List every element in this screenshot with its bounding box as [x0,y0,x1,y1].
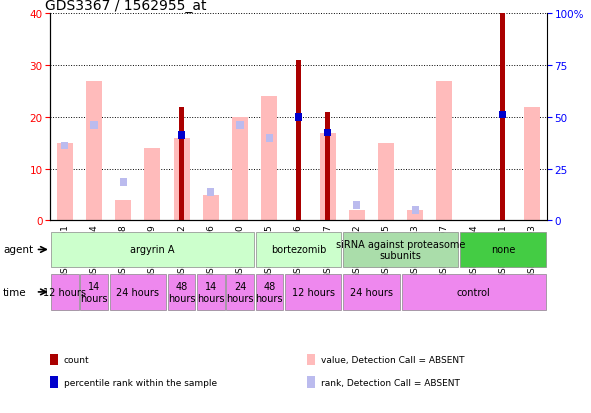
Bar [407,211,423,221]
Bar [178,132,185,140]
Text: 48
hours: 48 hours [255,281,283,303]
Bar [178,132,185,140]
Bar [343,233,458,267]
Bar [436,81,453,221]
Bar [115,200,131,221]
Text: control: control [457,287,491,297]
Bar [174,138,190,221]
Bar [524,107,540,221]
Bar [353,202,361,209]
Bar [349,211,365,221]
Bar [86,81,102,221]
Text: 14
hours: 14 hours [197,281,225,303]
Text: 12 hours: 12 hours [291,287,335,297]
Bar [61,142,69,150]
Bar [179,107,184,221]
Text: 24
hours: 24 hours [226,281,254,303]
Bar [265,135,273,142]
Bar [295,114,302,121]
Bar [226,274,254,310]
Bar [203,195,219,221]
Bar [119,178,127,186]
Bar [51,274,79,310]
Bar [324,129,332,137]
Bar [285,274,342,310]
Bar [378,143,394,221]
Bar [90,121,98,129]
Text: siRNA against proteasome
subunits: siRNA against proteasome subunits [336,239,465,261]
Bar [325,112,330,221]
Text: rank, Detection Call = ABSENT: rank, Detection Call = ABSENT [321,378,460,387]
Bar [343,274,400,310]
Bar [168,274,196,310]
Text: 24 hours: 24 hours [116,287,160,297]
Text: value, Detection Call = ABSENT: value, Detection Call = ABSENT [321,355,465,364]
Bar [401,274,546,310]
Text: 12 hours: 12 hours [43,287,86,297]
Bar [320,133,336,221]
Text: argyrin A: argyrin A [130,245,175,255]
Text: 24 hours: 24 hours [350,287,393,297]
Bar [460,233,546,267]
Bar [412,207,419,214]
Bar [232,118,248,221]
Text: count: count [64,355,89,364]
Text: GDS3367 / 1562955_at: GDS3367 / 1562955_at [46,0,207,14]
Bar [144,149,161,221]
Bar [51,233,254,267]
Bar [296,61,301,221]
Bar [255,274,283,310]
Bar [255,233,342,267]
Text: time: time [3,287,27,297]
Bar [207,189,215,197]
Bar [197,274,225,310]
Text: percentile rank within the sample: percentile rank within the sample [64,378,217,387]
Bar [236,121,243,129]
Bar [80,274,108,310]
Bar [261,97,277,221]
Text: 48
hours: 48 hours [168,281,196,303]
Text: bortezomib: bortezomib [271,245,326,255]
Text: none: none [491,245,515,255]
Bar [499,111,506,119]
Text: 14
hours: 14 hours [80,281,108,303]
Bar [57,143,73,221]
Bar [501,14,505,221]
Bar [109,274,166,310]
Text: agent: agent [3,245,33,255]
